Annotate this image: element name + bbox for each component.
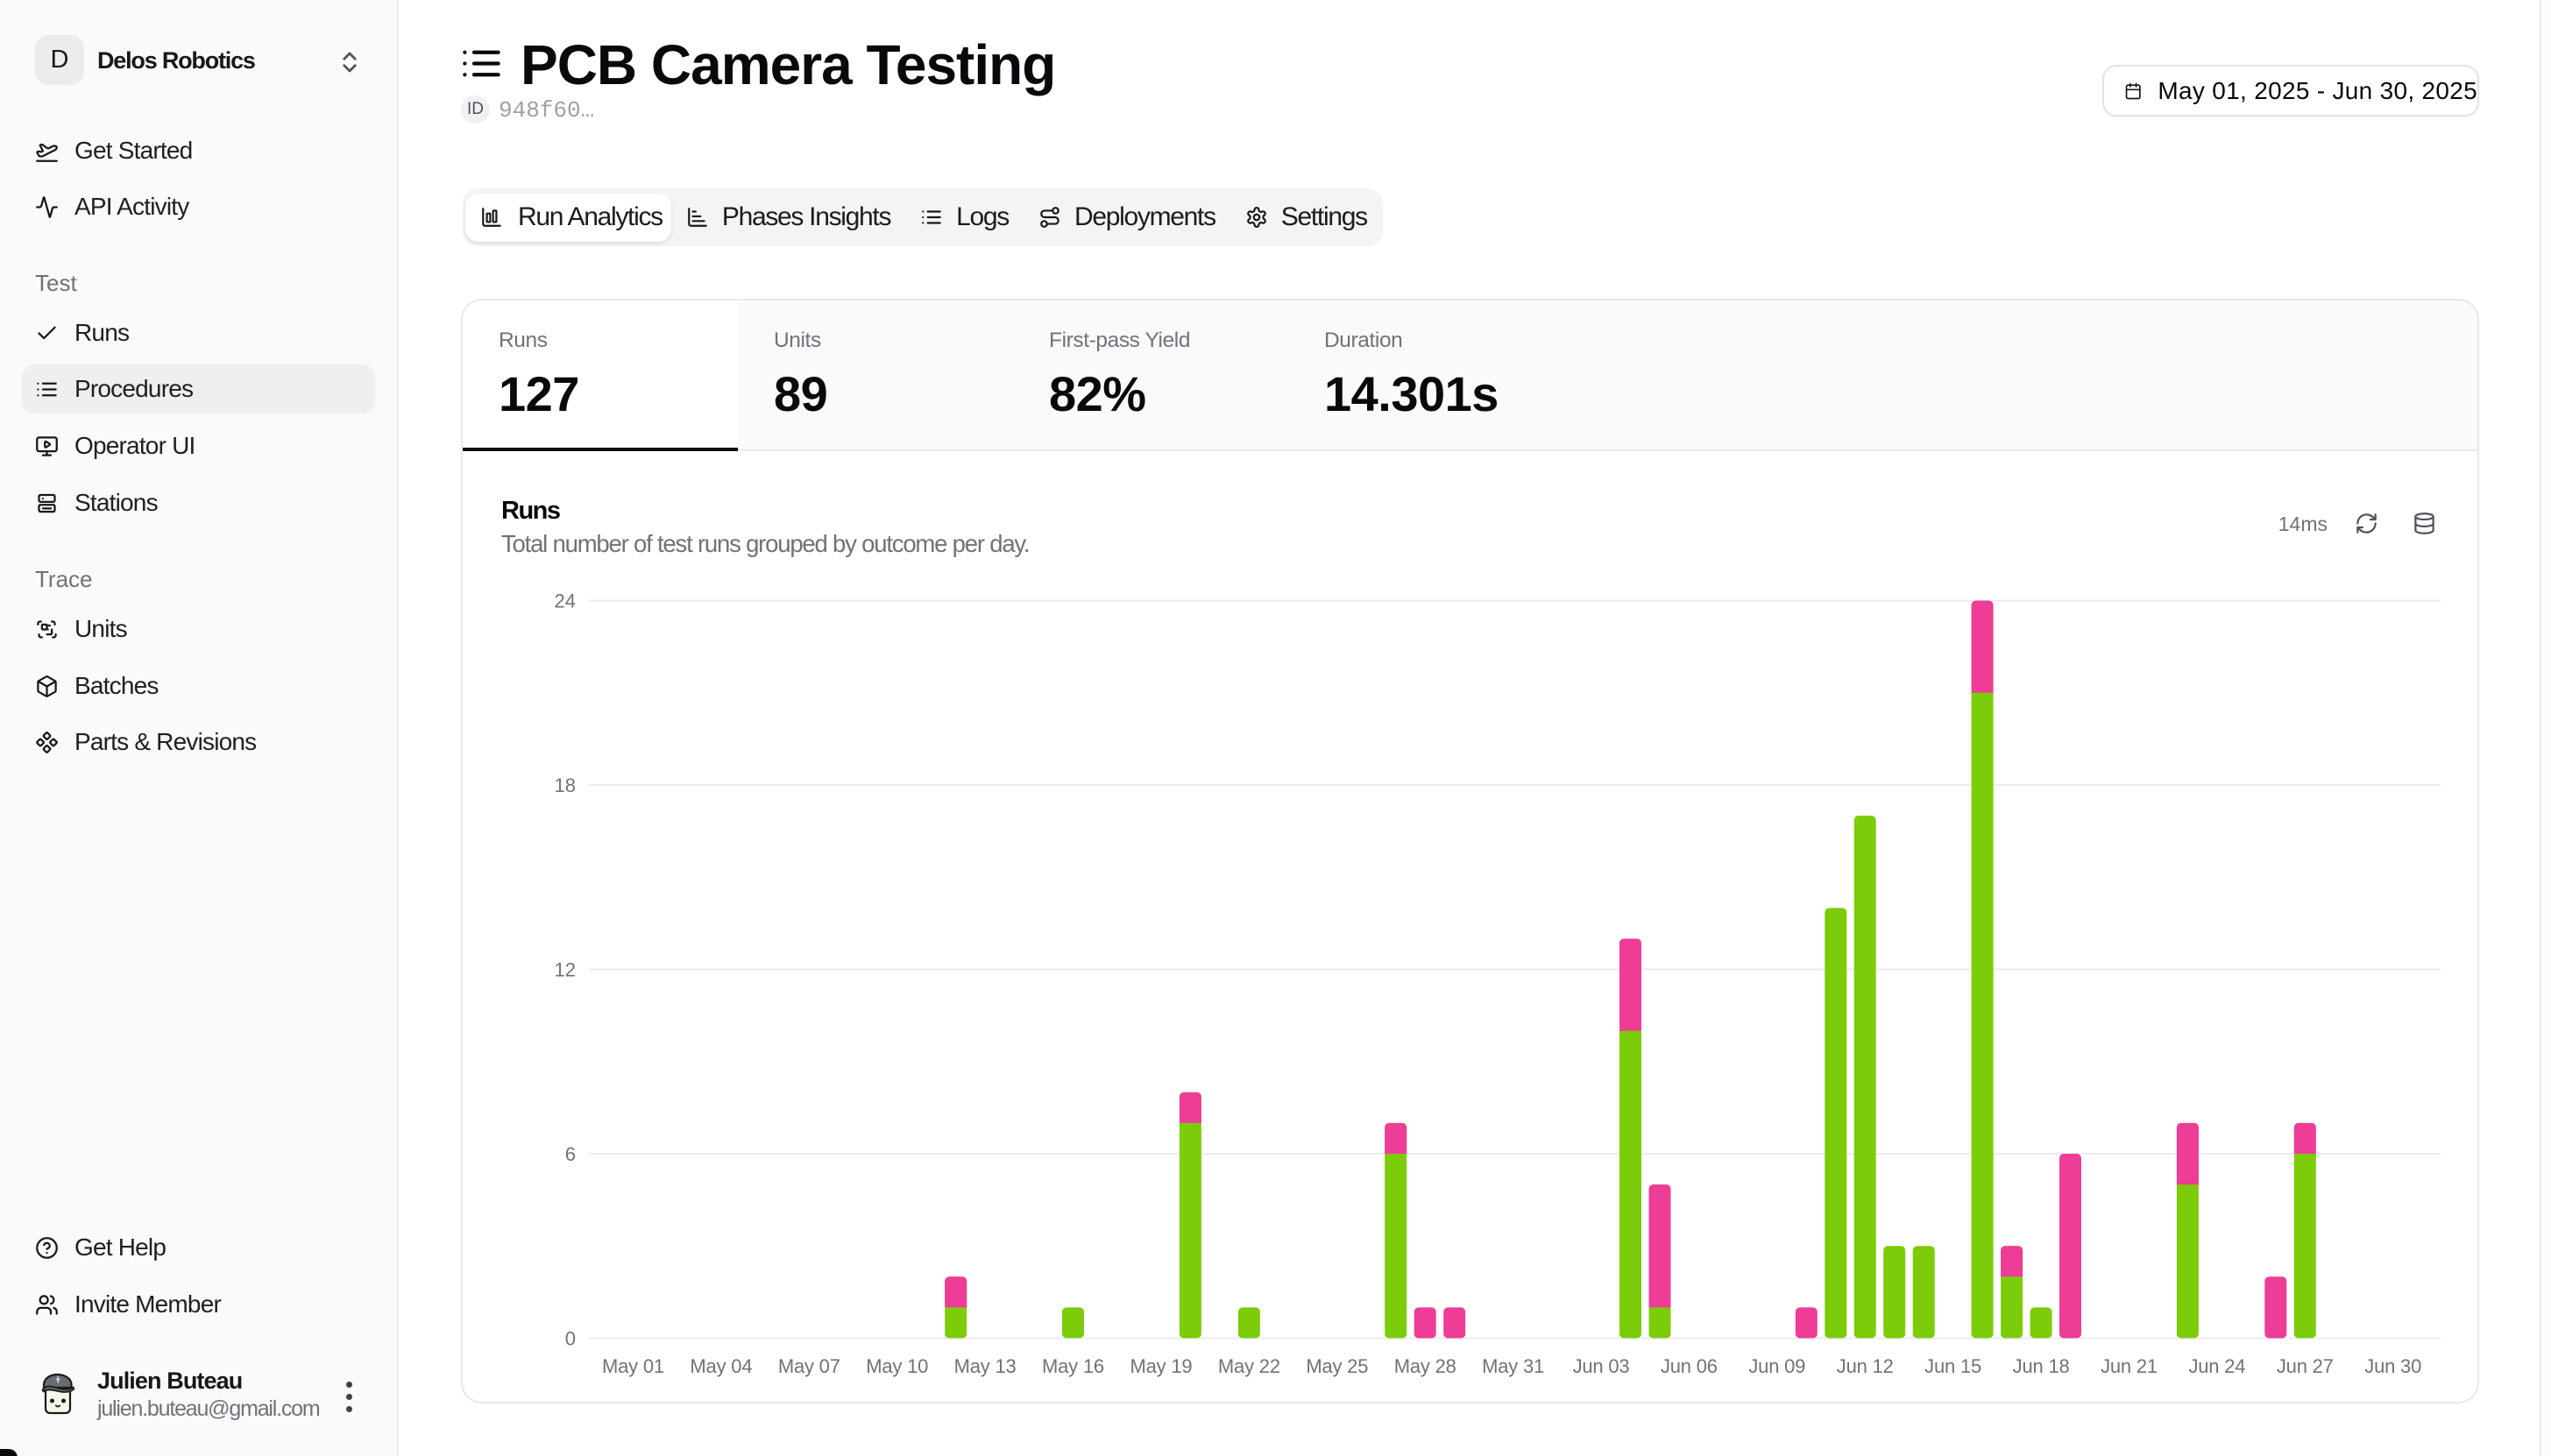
svg-text:0: 0 [565, 1328, 576, 1350]
svg-text:24: 24 [555, 590, 576, 612]
svg-text:18: 18 [555, 774, 576, 796]
svg-text:May 28: May 28 [1394, 1355, 1456, 1377]
svg-text:May 07: May 07 [778, 1355, 840, 1377]
svg-text:May 04: May 04 [690, 1355, 752, 1377]
svg-text:May 13: May 13 [954, 1355, 1017, 1377]
svg-text:Jun 12: Jun 12 [1837, 1355, 1894, 1377]
svg-text:Jun 09: Jun 09 [1748, 1355, 1805, 1377]
svg-text:Jun 15: Jun 15 [1924, 1355, 1981, 1377]
svg-text:Jun 18: Jun 18 [2013, 1355, 2070, 1377]
svg-text:May 19: May 19 [1130, 1355, 1193, 1377]
svg-text:Jun 06: Jun 06 [1661, 1355, 1718, 1377]
svg-text:Jun 03: Jun 03 [1573, 1355, 1630, 1377]
svg-text:12: 12 [555, 959, 576, 981]
svg-text:May 01: May 01 [602, 1355, 664, 1377]
svg-text:May 25: May 25 [1306, 1355, 1368, 1377]
svg-text:May 31: May 31 [1482, 1355, 1544, 1377]
svg-text:Jun 21: Jun 21 [2101, 1355, 2158, 1377]
svg-text:May 16: May 16 [1042, 1355, 1104, 1377]
svg-text:6: 6 [565, 1143, 576, 1165]
svg-text:Jun 30: Jun 30 [2364, 1355, 2421, 1377]
svg-text:Jun 24: Jun 24 [2188, 1355, 2245, 1377]
svg-text:May 22: May 22 [1218, 1355, 1280, 1377]
svg-text:May 10: May 10 [866, 1355, 928, 1377]
svg-text:Jun 27: Jun 27 [2277, 1355, 2334, 1377]
